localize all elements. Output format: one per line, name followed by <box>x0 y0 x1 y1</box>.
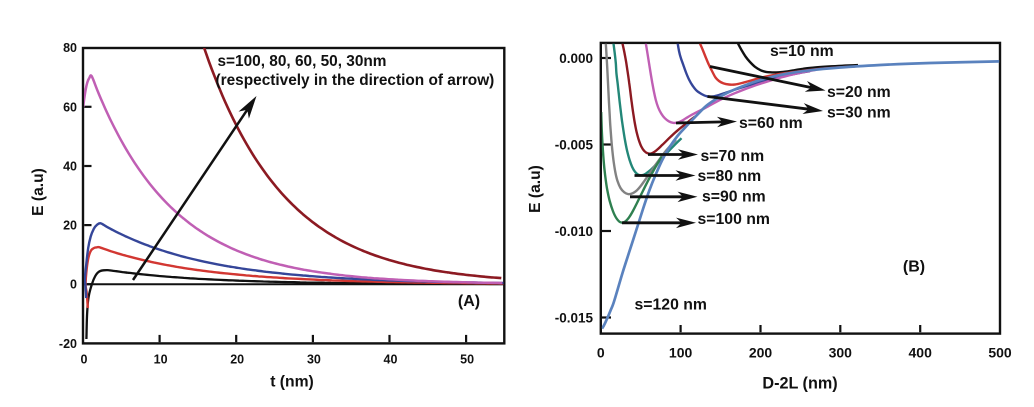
svg-text:-20: -20 <box>59 337 77 351</box>
svg-text:s=70 nm: s=70 nm <box>701 148 765 165</box>
svg-text:s=100 nm: s=100 nm <box>698 211 770 228</box>
svg-text:(A): (A) <box>458 293 480 310</box>
svg-text:20: 20 <box>63 219 77 233</box>
svg-text:20: 20 <box>230 353 244 367</box>
svg-text:s=60 nm: s=60 nm <box>739 115 803 132</box>
svg-text:E (a.u): E (a.u) <box>527 165 544 213</box>
svg-text:200: 200 <box>749 345 773 361</box>
svg-text:E (a.u): E (a.u) <box>30 168 47 216</box>
svg-text:t (nm): t (nm) <box>270 374 314 391</box>
svg-text:(B): (B) <box>903 259 925 276</box>
svg-text:(respectively in the direction: (respectively in the direction of arrow) <box>216 72 495 89</box>
svg-text:-0.005: -0.005 <box>555 137 594 152</box>
svg-text:30: 30 <box>307 353 321 367</box>
svg-text:0: 0 <box>81 353 88 367</box>
svg-text:0: 0 <box>70 278 77 292</box>
svg-text:0: 0 <box>597 345 605 361</box>
svg-text:60: 60 <box>63 100 77 114</box>
svg-text:40: 40 <box>384 353 398 367</box>
svg-text:s=20 nm: s=20 nm <box>827 84 891 101</box>
svg-text:-0.015: -0.015 <box>555 310 594 325</box>
svg-text:D-2L (nm): D-2L (nm) <box>762 375 837 393</box>
svg-text:40: 40 <box>63 160 77 174</box>
svg-text:80: 80 <box>63 41 77 55</box>
svg-text:400: 400 <box>909 345 933 361</box>
svg-text:s=90 nm: s=90 nm <box>702 189 766 206</box>
svg-text:500: 500 <box>988 345 1012 361</box>
svg-text:0.000: 0.000 <box>559 51 593 66</box>
svg-text:300: 300 <box>829 345 853 361</box>
svg-text:100: 100 <box>669 345 693 361</box>
svg-text:10: 10 <box>154 353 168 367</box>
svg-text:50: 50 <box>460 353 474 367</box>
svg-text:s=10 nm: s=10 nm <box>770 43 834 60</box>
svg-text:s=30 nm: s=30 nm <box>827 104 891 121</box>
svg-text:s=120 nm: s=120 nm <box>635 297 707 314</box>
svg-text:-0.010: -0.010 <box>555 224 593 239</box>
svg-text:s=100, 80, 60, 50, 30nm: s=100, 80, 60, 50, 30nm <box>218 53 387 70</box>
svg-text:s=80 nm: s=80 nm <box>698 168 762 185</box>
